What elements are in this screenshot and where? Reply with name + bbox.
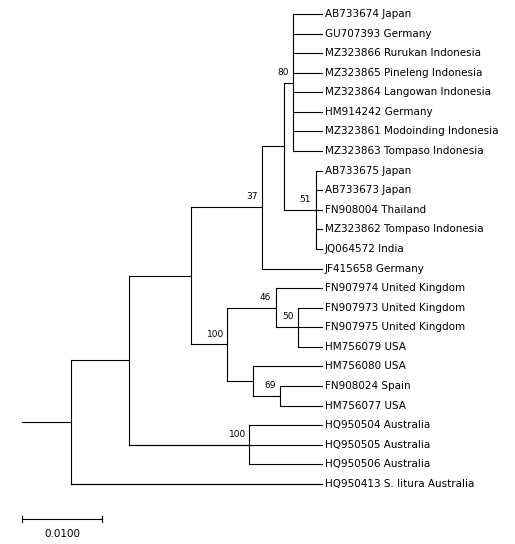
Text: AB733675 Japan: AB733675 Japan [324, 165, 411, 176]
Text: GU707393 Germany: GU707393 Germany [324, 28, 431, 39]
Text: HM914242 Germany: HM914242 Germany [324, 107, 432, 117]
Text: HQ950505 Australia: HQ950505 Australia [324, 440, 430, 450]
Text: MZ323863 Tompaso Indonesia: MZ323863 Tompaso Indonesia [324, 146, 483, 156]
Text: 80: 80 [278, 67, 289, 77]
Text: MZ323865 Pineleng Indonesia: MZ323865 Pineleng Indonesia [324, 67, 482, 78]
Text: HQ950504 Australia: HQ950504 Australia [324, 420, 430, 430]
Text: AB733674 Japan: AB733674 Japan [324, 9, 411, 19]
Text: 51: 51 [300, 195, 311, 204]
Text: JF415658 Germany: JF415658 Germany [324, 263, 424, 274]
Text: FN907975 United Kingdom: FN907975 United Kingdom [324, 322, 465, 332]
Text: MZ323861 Modoinding Indonesia: MZ323861 Modoinding Indonesia [324, 126, 498, 137]
Text: HM756079 USA: HM756079 USA [324, 342, 405, 352]
Text: HM756080 USA: HM756080 USA [324, 361, 405, 372]
Text: FN907973 United Kingdom: FN907973 United Kingdom [324, 302, 465, 313]
Text: 46: 46 [260, 293, 271, 302]
Text: FN908004 Thailand: FN908004 Thailand [324, 205, 425, 215]
Text: 69: 69 [264, 381, 276, 390]
Text: FN907974 United Kingdom: FN907974 United Kingdom [324, 283, 465, 293]
Text: 0.0100: 0.0100 [44, 529, 80, 539]
Text: 100: 100 [207, 330, 225, 338]
Text: 50: 50 [282, 312, 294, 322]
Text: 100: 100 [229, 430, 247, 439]
Text: JQ064572 India: JQ064572 India [324, 244, 404, 254]
Text: HQ950413 S. litura Australia: HQ950413 S. litura Australia [324, 479, 474, 489]
Text: FN908024 Spain: FN908024 Spain [324, 381, 410, 391]
Text: HQ950506 Australia: HQ950506 Australia [324, 459, 430, 469]
Text: 37: 37 [246, 193, 258, 201]
Text: MZ323866 Rurukan Indonesia: MZ323866 Rurukan Indonesia [324, 48, 480, 58]
Text: MZ323864 Langowan Indonesia: MZ323864 Langowan Indonesia [324, 87, 490, 97]
Text: HM756077 USA: HM756077 USA [324, 400, 405, 411]
Text: MZ323862 Tompaso Indonesia: MZ323862 Tompaso Indonesia [324, 224, 483, 234]
Text: AB733673 Japan: AB733673 Japan [324, 185, 411, 195]
